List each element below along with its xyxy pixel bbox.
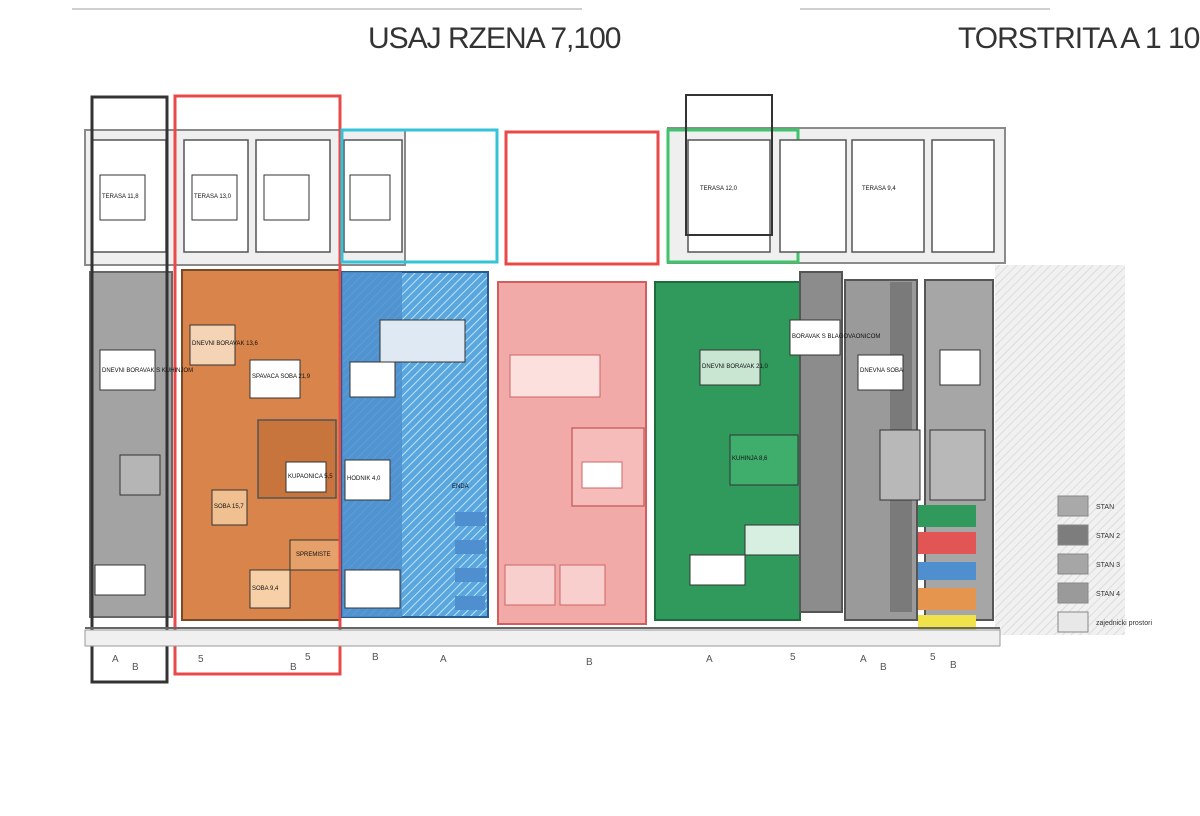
room-box [699, 349, 761, 386]
room-box [211, 489, 248, 526]
room-box [249, 569, 291, 609]
terrace-cell [687, 139, 771, 253]
room-box [581, 461, 623, 489]
strip-blue [455, 512, 485, 526]
room-box [189, 324, 236, 366]
room-box [789, 319, 841, 356]
room-box [504, 564, 556, 606]
room-box [344, 569, 401, 609]
building-center [497, 130, 660, 625]
room-box [929, 429, 986, 501]
terrace-label-box [99, 174, 146, 221]
strip-blue [455, 596, 485, 610]
terrace-cell [779, 139, 847, 253]
unit-outline-black-right [685, 94, 773, 236]
unit-outline-black [90, 95, 169, 684]
terrace-cell [343, 139, 403, 253]
strip-blue [455, 568, 485, 582]
unit-outline-red [173, 94, 342, 676]
room-box [349, 361, 396, 398]
unit-outline-red-top [504, 130, 660, 266]
terrace-cell [931, 139, 995, 253]
room-box [285, 461, 327, 493]
floor-plan-title-left: USAJ RZENA 7,100 [368, 22, 621, 55]
room-box [119, 454, 161, 496]
room-box [289, 539, 341, 571]
room-box [379, 319, 466, 363]
unit-outline-cyan [340, 128, 499, 264]
room-box [559, 564, 606, 606]
terrace-cell [91, 139, 167, 253]
room-box [689, 554, 746, 586]
common-area-right [995, 265, 1125, 635]
top-border-left [72, 8, 582, 10]
room-box [249, 359, 301, 399]
room-box [99, 349, 156, 391]
terrace-label-box [349, 174, 391, 221]
strip-green [918, 505, 976, 527]
strip-blue [918, 562, 976, 580]
room-box [509, 354, 601, 398]
strip-orange [918, 588, 976, 610]
building-right [654, 94, 1125, 637]
top-border-right [800, 8, 1050, 10]
floor-plan-title-right: TORSTRITA A 1 10 [958, 22, 1200, 55]
terrace-label-box [191, 174, 238, 221]
room-box [344, 459, 391, 501]
room-box [729, 434, 799, 486]
room-box [94, 564, 146, 596]
terrace-label-box [263, 174, 310, 221]
terrace-cell [255, 139, 331, 253]
room-box [857, 354, 904, 391]
unit-gray-left [89, 271, 173, 618]
strip-red [918, 532, 976, 554]
terrace-cell [851, 139, 925, 253]
foundation-strip [84, 629, 1001, 647]
room-box [879, 429, 921, 501]
building-left [84, 94, 499, 684]
terrace-cell [183, 139, 249, 253]
room-box [939, 349, 981, 386]
room-box [744, 524, 801, 556]
strip-blue [455, 540, 485, 554]
